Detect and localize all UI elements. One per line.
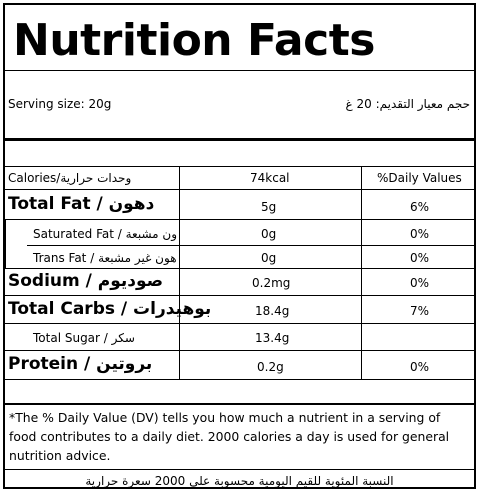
trans-fat-label: Trans Fat / هون غير مشبعة (33, 251, 177, 265)
row-divider (27, 245, 474, 246)
header-divider (5, 189, 474, 190)
total-sugar-amount: 13.4g (255, 331, 290, 345)
daily-values-header: %Daily Values (377, 171, 462, 185)
protein-amount: 0.2g (257, 360, 284, 374)
table-top-line (5, 166, 474, 167)
row-divider (5, 268, 474, 269)
sodium-amount: 0.2mg (252, 276, 291, 290)
total-carbs-label: Total Carbs / بوهيدرات (8, 299, 212, 319)
serving-size-en: Serving size: 20g (8, 97, 112, 111)
total-fat-amount: 5g (261, 200, 277, 214)
trans-fat-dv: 0% (410, 251, 430, 265)
trans-fat-amount: 0g (261, 251, 277, 265)
total-carbs-dv: 7% (410, 304, 430, 318)
calories-value: 74kcal (250, 171, 290, 185)
sodium-dv: 0% (410, 276, 430, 290)
nutrition-facts-panel: Nutrition Facts Serving size: 20g حجم مع… (3, 3, 476, 489)
title-divider (5, 70, 474, 71)
serving-size-ar: حجم معيار التقديم: 20 غ (345, 97, 471, 111)
saturated-fat-label: Saturated Fat / ون مشبعة (33, 227, 178, 241)
indent-line (5, 220, 6, 268)
total-fat-label: Total Fat / دهون (8, 194, 155, 214)
column-divider-2 (361, 166, 362, 380)
row-divider (5, 295, 474, 296)
protein-dv: 0% (410, 360, 430, 374)
protein-label: Protein / بروتين (8, 354, 153, 374)
footnote-en: *The % Daily Value (DV) tells you how mu… (9, 410, 450, 463)
sodium-label: Sodium / صوديوم (8, 271, 164, 291)
row-divider (5, 323, 474, 324)
table-bottom-line (5, 379, 474, 380)
footnote-ar: النسبة المئوية للقيم اليومية محسوبة على … (85, 474, 394, 488)
footnote-divider (5, 403, 474, 405)
total-carbs-amount: 18.4g (255, 304, 290, 318)
nutrition-facts-title: Nutrition Facts (13, 15, 375, 66)
column-divider-1 (179, 166, 180, 380)
total-sugar-label: Total Sugar / سكر (33, 331, 135, 345)
calories-label: Calories/وحدات حرارية (8, 171, 132, 185)
row-divider (5, 350, 474, 351)
footnote-ar-divider (5, 469, 474, 470)
total-fat-dv: 6% (410, 200, 430, 214)
saturated-fat-amount: 0g (261, 227, 277, 241)
saturated-fat-dv: 0% (410, 227, 430, 241)
row-divider (5, 219, 474, 220)
serving-divider (5, 138, 474, 141)
